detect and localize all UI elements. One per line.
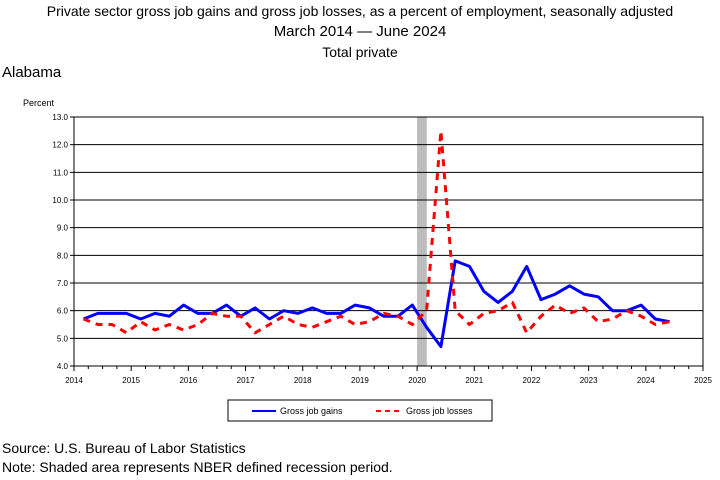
y-axis-ticks: 4.0 5.0 6.0 7.0 8.0 9.0 10.0 11.0 12.0 13.0 <box>52 113 74 371</box>
x-tick-label: 2021 <box>465 376 483 385</box>
region-label: Alabama <box>2 64 62 81</box>
x-tick-label: 2014 <box>65 376 83 385</box>
y-tick-label: 13.0 <box>52 113 68 122</box>
x-tick-label: 2024 <box>637 376 655 385</box>
y-axis-label: Percent <box>23 98 55 108</box>
x-tick-label: 2019 <box>351 376 369 385</box>
legend-label-gains: Gross job gains <box>280 406 343 416</box>
series-line-gains <box>82 259 670 349</box>
x-tick-label: 2020 <box>408 376 426 385</box>
x-tick-label: 2023 <box>580 376 598 385</box>
y-tick-label: 8.0 <box>57 251 69 260</box>
recession-shading <box>417 117 427 366</box>
legend-label-losses: Gross job losses <box>406 406 473 416</box>
x-tick-label: 2017 <box>237 376 255 385</box>
source-note: Source: U.S. Bureau of Labor Statistics <box>2 440 246 456</box>
y-tick-label: 6.0 <box>57 307 69 316</box>
chart-date-range: March 2014 — June 2024 <box>273 23 447 40</box>
chart-title: Private sector gross job gains and gross… <box>46 3 674 19</box>
legend-box <box>227 399 493 422</box>
series-line-losses <box>82 129 670 335</box>
plot-frame <box>73 116 704 367</box>
y-tick-label: 11.0 <box>53 168 69 177</box>
x-tick-label: 2025 <box>694 376 712 385</box>
y-tick-label: 7.0 <box>57 279 69 288</box>
x-tick-label: 2018 <box>294 376 312 385</box>
y-tick-label: 12.0 <box>52 141 68 150</box>
chart-subtitle: Total private <box>322 44 398 60</box>
x-tick-label: 2015 <box>122 376 140 385</box>
y-tick-label: 5.0 <box>57 334 69 343</box>
y-tick-label: 9.0 <box>57 224 69 233</box>
legend: Gross job gains Gross job losses <box>227 399 493 422</box>
gridlines <box>74 144 703 339</box>
y-tick-label: 10.0 <box>52 196 68 205</box>
x-tick-label: 2016 <box>179 376 197 385</box>
x-axis-ticks: 2014 2015 2016 2017 2018 2019 2020 2021 2022 2023… <box>65 366 712 385</box>
x-tick-label: 2022 <box>523 376 541 385</box>
series-group <box>82 129 670 349</box>
recession-note: Note: Shaded area represents NBER define… <box>2 459 393 475</box>
y-tick-label: 4.0 <box>57 362 69 371</box>
